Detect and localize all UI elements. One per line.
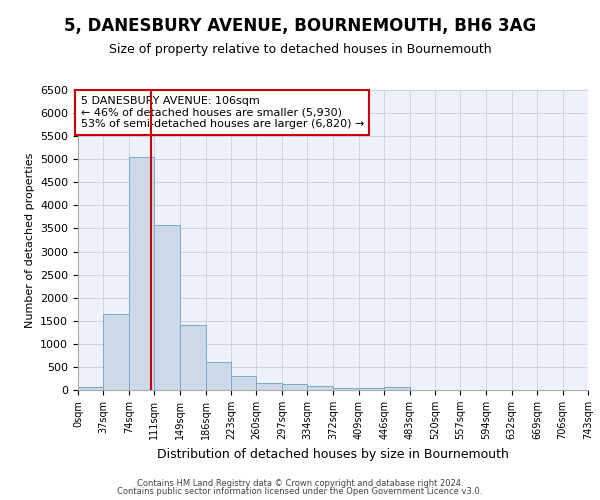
Bar [384,387,410,390]
Text: 5 DANESBURY AVENUE: 106sqm
← 46% of detached houses are smaller (5,930)
53% of s: 5 DANESBURY AVENUE: 106sqm ← 46% of deta… [80,96,364,129]
Bar [154,225,180,390]
Y-axis label: Number of detached properties: Number of detached properties [25,152,35,328]
Bar [282,384,307,390]
Bar [256,383,282,390]
Text: 5, DANESBURY AVENUE, BOURNEMOUTH, BH6 3AG: 5, DANESBURY AVENUE, BOURNEMOUTH, BH6 3A… [64,18,536,36]
Bar [359,388,384,390]
Text: Contains HM Land Registry data © Crown copyright and database right 2024.: Contains HM Land Registry data © Crown c… [137,478,463,488]
Bar [129,157,154,390]
Text: Size of property relative to detached houses in Bournemouth: Size of property relative to detached ho… [109,42,491,56]
Bar [206,362,231,390]
Bar [307,386,334,390]
Bar [231,376,256,390]
Bar [103,314,129,390]
Bar [334,388,359,390]
Bar [78,386,103,390]
Bar [180,326,206,390]
Text: Contains public sector information licensed under the Open Government Licence v3: Contains public sector information licen… [118,487,482,496]
X-axis label: Distribution of detached houses by size in Bournemouth: Distribution of detached houses by size … [157,448,509,460]
